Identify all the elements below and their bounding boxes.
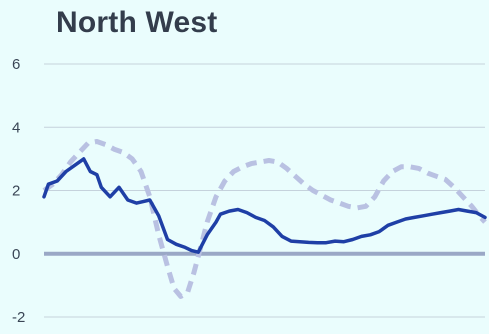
chart-title: North West	[56, 6, 218, 39]
y-tick-label: 4	[12, 119, 20, 136]
series-line-dashed	[42, 139, 487, 299]
y-tick-label: 6	[12, 56, 20, 73]
y-tick-label: 2	[12, 183, 20, 200]
y-tick-label: 0	[12, 246, 20, 263]
series-line-solid	[42, 157, 487, 254]
y-tick-label: -2	[12, 309, 25, 326]
